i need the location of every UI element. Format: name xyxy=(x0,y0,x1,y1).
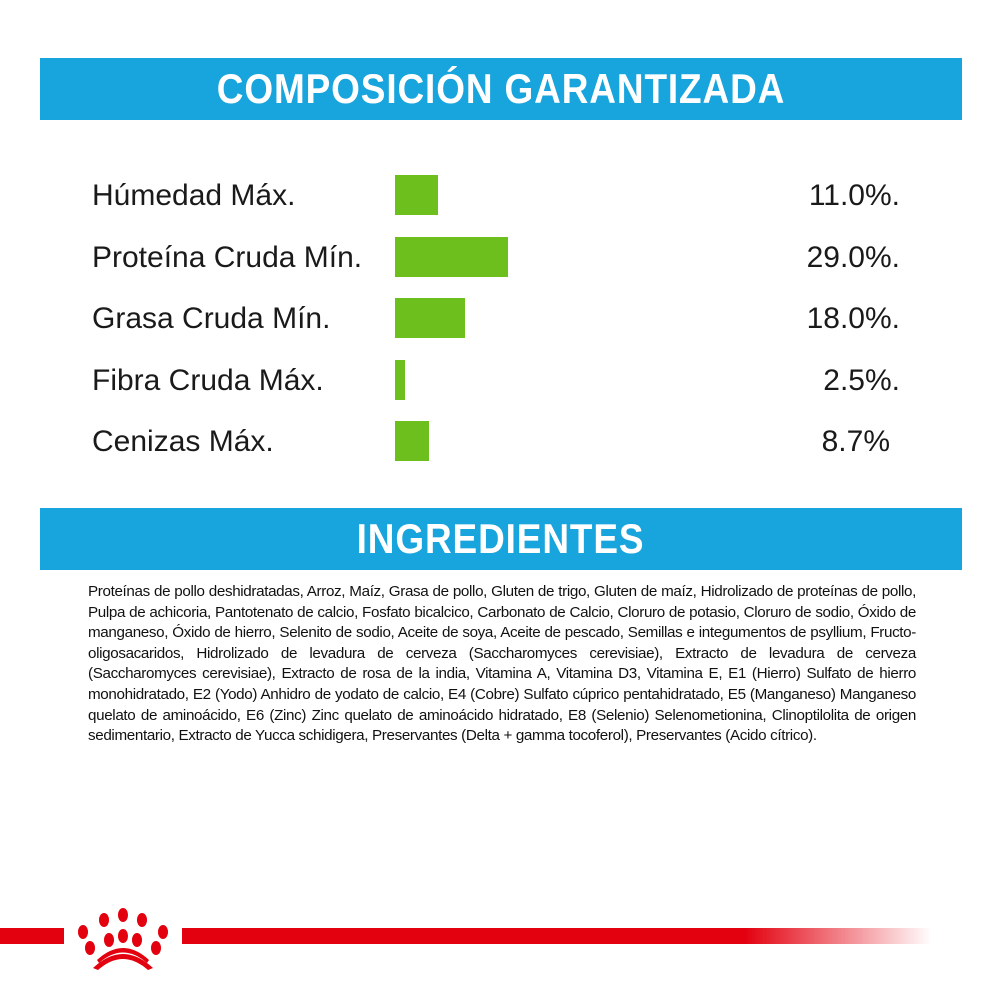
nutrient-value: 18.0%. xyxy=(806,302,900,335)
ingredients-title: INGREDIENTES xyxy=(357,515,645,562)
red-stripe-left xyxy=(0,928,64,944)
nutrient-value: 2.5%. xyxy=(823,363,900,397)
nutrient-bar xyxy=(395,421,429,461)
nutrient-bar xyxy=(395,298,466,338)
composition-row: Fibra Cruda Máx. 2.5%. xyxy=(0,359,1000,400)
composition-row: Grasa Cruda Mín. 18.0%. xyxy=(0,298,1000,338)
composition-row: Proteína Cruda Mín. 29.0%. xyxy=(0,236,1000,277)
ingredients-header: INGREDIENTES xyxy=(40,508,962,570)
nutrient-value: 11.0%. xyxy=(808,179,900,212)
nutrient-bar xyxy=(395,236,509,277)
nutrient-bar xyxy=(395,175,438,215)
nutrient-label: Cenizas Máx. xyxy=(92,425,274,458)
red-stripe-right xyxy=(182,928,932,944)
nutrient-bar xyxy=(395,359,405,400)
nutrient-label: Fibra Cruda Máx. xyxy=(92,363,324,397)
nutrient-label: Proteína Cruda Mín. xyxy=(92,240,363,274)
brand-footer xyxy=(0,908,932,970)
composition-row: Húmedad Máx. 11.0%. xyxy=(0,175,1000,215)
composition-row: Cenizas Máx. 8.7% xyxy=(0,421,1000,461)
nutrient-value: 29.0%. xyxy=(806,240,900,274)
nutrient-value: 8.7% xyxy=(821,425,890,458)
nutrient-label: Húmedad Máx. xyxy=(92,179,296,212)
ingredients-text: Proteínas de pollo deshidratadas, Arroz,… xyxy=(88,583,916,745)
royal-canin-crown-icon xyxy=(78,908,168,970)
nutrient-label: Grasa Cruda Mín. xyxy=(92,302,331,335)
composition-header: COMPOSICIÓN GARANTIZADA xyxy=(40,58,962,120)
composition-title: COMPOSICIÓN GARANTIZADA xyxy=(216,65,786,112)
